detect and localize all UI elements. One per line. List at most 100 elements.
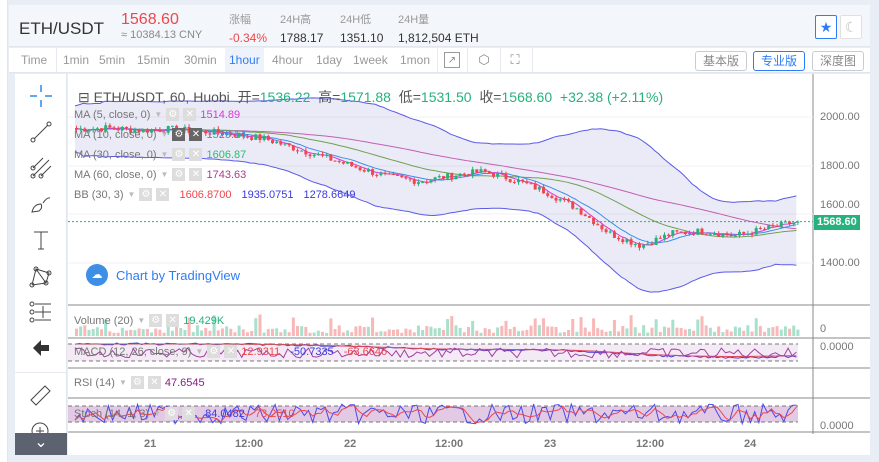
legend-volume[interactable]: Volume (20) ▼ ⚙ ✕ 19.429K xyxy=(74,314,225,327)
interval-15min[interactable]: 15min xyxy=(137,53,170,67)
interval-1hour[interactable]: 1hour xyxy=(225,48,264,72)
volume-bar xyxy=(537,325,541,336)
legend-ma30[interactable]: MA (30, close, 0) ▼ ⚙ ✕ 1606.87 xyxy=(74,148,247,161)
volume-bar xyxy=(596,328,600,336)
pattern-icon[interactable] xyxy=(27,262,55,290)
price-tick: 1400.00 xyxy=(820,257,860,269)
chart-type-icon[interactable]: ↗ xyxy=(444,52,460,68)
legend-ma5[interactable]: MA (5, close, 0) ▼ ⚙ ✕ 1514.89 xyxy=(74,108,241,121)
candle xyxy=(208,133,212,135)
volume-bar xyxy=(725,329,729,336)
legend-rsi[interactable]: RSI (14) ▼ ⚙ ✕ 47.6545 xyxy=(74,376,205,389)
volume-bar xyxy=(625,328,629,336)
collapse-chevron-icon[interactable]: ⌄ xyxy=(15,433,67,455)
price-tick: 1800.00 xyxy=(820,160,860,172)
volume-bar xyxy=(333,329,337,336)
volume-bar xyxy=(679,328,683,336)
gear-icon: ⚙ xyxy=(172,128,186,141)
volume-bar xyxy=(79,326,83,336)
brush-icon[interactable] xyxy=(27,190,55,218)
volume-bar xyxy=(512,326,516,336)
legend-ma10[interactable]: MA (10, close, 0) ▼ ⚙ ✕ 1529.14 xyxy=(74,128,247,141)
candle xyxy=(433,177,437,181)
candle xyxy=(258,134,262,140)
candle xyxy=(517,179,521,183)
candle xyxy=(116,129,120,131)
text-tool-icon[interactable] xyxy=(27,226,55,254)
candle xyxy=(308,154,312,157)
interval-30min[interactable]: 30min xyxy=(184,53,217,67)
back-arrow-icon[interactable] xyxy=(27,334,55,362)
candle xyxy=(404,177,408,179)
pitchfork-icon[interactable] xyxy=(27,154,55,182)
volume-bar xyxy=(237,325,241,336)
volume-bar xyxy=(521,330,525,336)
candle xyxy=(421,182,425,184)
interval-1week[interactable]: 1week xyxy=(353,53,388,67)
candle xyxy=(300,150,304,152)
candle xyxy=(158,129,162,132)
volume-bar xyxy=(637,332,641,336)
candle xyxy=(212,128,216,135)
ruler-icon[interactable] xyxy=(27,380,55,408)
volume-bar xyxy=(487,329,491,336)
tradingview-brand[interactable]: ☁ Chart by TradingView xyxy=(86,264,240,286)
volume-bar xyxy=(662,326,666,336)
volume-bar xyxy=(191,331,195,336)
night-mode-moon-icon[interactable]: ☾ xyxy=(840,15,862,39)
candle xyxy=(108,125,112,128)
candle xyxy=(250,137,254,140)
chart-canvas[interactable] xyxy=(68,74,870,455)
volume-bar xyxy=(412,332,416,336)
candle xyxy=(504,173,508,180)
candle xyxy=(625,239,629,243)
legend-macd[interactable]: MACD (12, 26, close, 9) ▼ ⚙ ✕ 12.9311 -50.733… xyxy=(74,345,388,358)
candle xyxy=(321,154,325,156)
candle xyxy=(150,129,154,133)
volume-bar xyxy=(533,318,537,336)
volume-bar xyxy=(400,332,404,336)
volume-bar xyxy=(483,328,487,336)
volume-bar xyxy=(633,327,637,336)
chart-area[interactable]: ⊟ ETH/USDT, 60, Huobi 开=1536.22 高=1571.8… xyxy=(68,74,870,455)
basic-view-button[interactable]: 基本版 xyxy=(695,51,748,71)
volume-bar xyxy=(346,330,350,336)
time-tick: 21 xyxy=(144,438,157,450)
interval-4hour[interactable]: 4hour xyxy=(272,53,303,67)
interval-1day[interactable]: 1day xyxy=(316,53,343,67)
legend-stoch[interactable]: Stoch (14, 1, 3) ▼ ⚙ ✕ 84.0482 73.2510 xyxy=(74,407,295,420)
indicator-settings-icon[interactable]: ⬡ xyxy=(478,52,490,67)
pro-view-button[interactable]: 专业版 xyxy=(753,51,806,71)
favorite-star-icon[interactable]: ★ xyxy=(815,15,837,39)
candle xyxy=(216,128,220,134)
measure-lines-icon[interactable] xyxy=(27,298,55,326)
time-tick: 23 xyxy=(544,438,557,450)
interval-1mon[interactable]: 1mon xyxy=(400,53,431,67)
depth-chart-button[interactable]: 深度图 xyxy=(812,51,865,71)
fullscreen-icon[interactable]: ⛶ xyxy=(510,52,520,67)
collapse-box-icon[interactable]: ⊟ xyxy=(78,89,90,105)
crosshair-icon[interactable] xyxy=(27,82,55,110)
time-label: Time xyxy=(21,53,48,67)
volume-bar xyxy=(621,326,625,336)
candle xyxy=(708,234,712,236)
candle xyxy=(771,225,775,227)
rsi-line xyxy=(74,347,797,359)
trend-line-icon[interactable] xyxy=(27,118,55,146)
candle xyxy=(567,199,571,202)
candle xyxy=(133,130,137,133)
interval-1min[interactable]: 1min xyxy=(63,53,90,67)
candle xyxy=(220,133,224,136)
volume-bar xyxy=(587,331,591,336)
interval-5min[interactable]: 5min xyxy=(99,53,126,67)
volume-bar xyxy=(321,331,325,336)
volume-bar xyxy=(387,329,391,336)
volume-bar xyxy=(667,327,671,336)
candle xyxy=(387,173,391,175)
volume-bar xyxy=(195,325,199,336)
stoch-tick: 0.0000 xyxy=(820,420,854,432)
legend-ma60[interactable]: MA (60, close, 0) ▼ ⚙ ✕ 1743.63 xyxy=(74,168,247,181)
volume-bar xyxy=(83,325,87,336)
candle xyxy=(646,243,650,245)
legend-bb[interactable]: BB (30, 3) ▼ ⚙ ✕ 1606.8700 1935.0751 1278.6649 xyxy=(74,188,356,201)
